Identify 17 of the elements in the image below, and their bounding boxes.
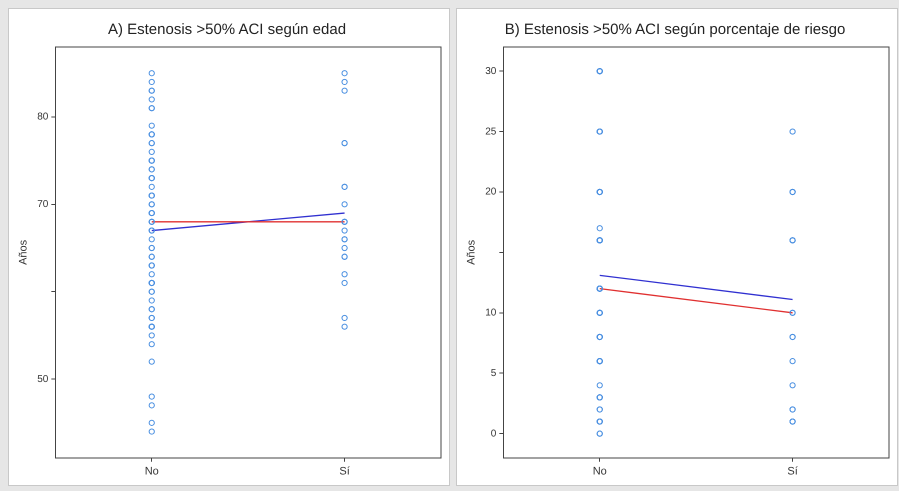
x-tick-label: Sí	[339, 465, 351, 478]
y-axis-title: Años	[18, 239, 30, 265]
y-tick-label: 20	[485, 186, 497, 198]
y-tick-label: 0	[490, 428, 497, 440]
y-axis-title: Años	[466, 239, 478, 265]
y-tick-label: 70	[37, 199, 49, 210]
x-tick-label: Sí	[787, 465, 799, 478]
y-tick-label: 50	[37, 374, 49, 385]
chart-title: B) Estenosis >50% ACI según porcentaje de riesgo	[504, 21, 846, 38]
y-tick-label: 80	[37, 112, 49, 123]
x-tick-label: No	[144, 465, 159, 478]
y-tick-label: 30	[485, 66, 497, 77]
x-tick-label: No	[592, 465, 607, 478]
y-tick-label: 25	[485, 126, 497, 138]
y-tick-label: 10	[485, 308, 497, 319]
chart-title: A) Estenosis >50% ACI según edad	[108, 21, 346, 38]
y-tick-label: 5	[490, 368, 497, 379]
